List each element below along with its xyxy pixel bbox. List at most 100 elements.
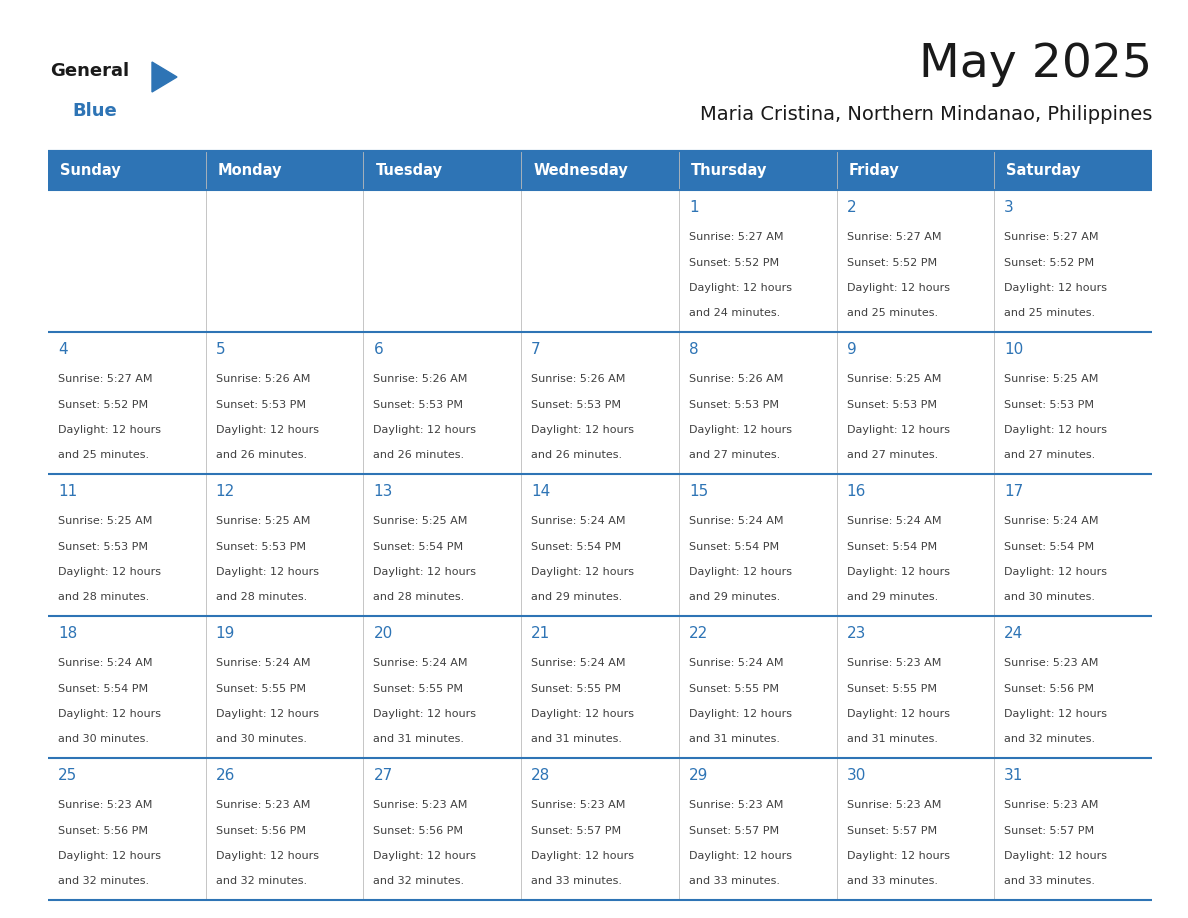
Bar — [836, 758, 994, 900]
Text: 22: 22 — [689, 626, 708, 641]
Bar — [364, 190, 522, 332]
Text: and 29 minutes.: and 29 minutes. — [847, 592, 937, 602]
Text: Maria Cristina, Northern Mindanao, Philippines: Maria Cristina, Northern Mindanao, Phili… — [700, 105, 1152, 124]
Text: 7: 7 — [531, 342, 541, 357]
Text: Daylight: 12 hours: Daylight: 12 hours — [58, 567, 162, 577]
Bar — [522, 190, 678, 332]
Text: Sunrise: 5:25 AM: Sunrise: 5:25 AM — [847, 374, 941, 384]
Text: Daylight: 12 hours: Daylight: 12 hours — [373, 709, 476, 719]
Text: 10: 10 — [1004, 342, 1024, 357]
Text: Sunrise: 5:27 AM: Sunrise: 5:27 AM — [1004, 232, 1099, 242]
Text: and 29 minutes.: and 29 minutes. — [531, 592, 623, 602]
Polygon shape — [152, 62, 177, 92]
Text: Sunrise: 5:24 AM: Sunrise: 5:24 AM — [689, 516, 783, 526]
Text: and 30 minutes.: and 30 minutes. — [58, 734, 148, 744]
Bar — [678, 152, 836, 190]
Text: Daylight: 12 hours: Daylight: 12 hours — [847, 851, 949, 861]
Text: Daylight: 12 hours: Daylight: 12 hours — [58, 425, 162, 435]
Text: Sunday: Sunday — [61, 163, 121, 178]
Bar — [522, 332, 678, 474]
Text: Sunset: 5:57 PM: Sunset: 5:57 PM — [531, 825, 621, 835]
Text: 15: 15 — [689, 484, 708, 499]
Text: Daylight: 12 hours: Daylight: 12 hours — [847, 709, 949, 719]
Text: Sunset: 5:54 PM: Sunset: 5:54 PM — [847, 542, 936, 552]
Text: Sunrise: 5:23 AM: Sunrise: 5:23 AM — [1004, 658, 1099, 668]
Text: Sunrise: 5:23 AM: Sunrise: 5:23 AM — [373, 800, 468, 810]
Text: 26: 26 — [216, 768, 235, 783]
Text: Daylight: 12 hours: Daylight: 12 hours — [847, 567, 949, 577]
Text: Daylight: 12 hours: Daylight: 12 hours — [531, 567, 634, 577]
Text: and 32 minutes.: and 32 minutes. — [1004, 734, 1095, 744]
Text: 1: 1 — [689, 200, 699, 215]
Text: Daylight: 12 hours: Daylight: 12 hours — [531, 709, 634, 719]
Bar — [678, 758, 836, 900]
Bar — [364, 474, 522, 616]
Bar — [994, 616, 1152, 758]
Text: and 31 minutes.: and 31 minutes. — [531, 734, 623, 744]
Bar — [994, 152, 1152, 190]
Text: Daylight: 12 hours: Daylight: 12 hours — [847, 425, 949, 435]
Text: Daylight: 12 hours: Daylight: 12 hours — [689, 567, 792, 577]
Text: and 25 minutes.: and 25 minutes. — [847, 308, 937, 319]
Text: Sunset: 5:54 PM: Sunset: 5:54 PM — [531, 542, 621, 552]
Text: Sunset: 5:52 PM: Sunset: 5:52 PM — [1004, 258, 1094, 267]
Bar — [48, 616, 206, 758]
Bar — [364, 758, 522, 900]
Text: Sunrise: 5:25 AM: Sunrise: 5:25 AM — [216, 516, 310, 526]
Text: 20: 20 — [373, 626, 393, 641]
Text: Daylight: 12 hours: Daylight: 12 hours — [1004, 851, 1107, 861]
Bar — [836, 190, 994, 332]
Bar — [48, 474, 206, 616]
Text: and 29 minutes.: and 29 minutes. — [689, 592, 781, 602]
Bar — [836, 332, 994, 474]
Text: Sunrise: 5:23 AM: Sunrise: 5:23 AM — [58, 800, 152, 810]
Text: 4: 4 — [58, 342, 68, 357]
Text: Sunset: 5:54 PM: Sunset: 5:54 PM — [373, 542, 463, 552]
Text: 19: 19 — [216, 626, 235, 641]
Text: 29: 29 — [689, 768, 708, 783]
Text: and 27 minutes.: and 27 minutes. — [1004, 451, 1095, 461]
Text: Sunset: 5:57 PM: Sunset: 5:57 PM — [1004, 825, 1094, 835]
Text: Sunset: 5:55 PM: Sunset: 5:55 PM — [689, 684, 779, 693]
Text: 21: 21 — [531, 626, 550, 641]
Text: and 31 minutes.: and 31 minutes. — [847, 734, 937, 744]
Text: 17: 17 — [1004, 484, 1024, 499]
Text: 24: 24 — [1004, 626, 1024, 641]
Text: Daylight: 12 hours: Daylight: 12 hours — [216, 425, 318, 435]
Bar — [364, 332, 522, 474]
Text: and 28 minutes.: and 28 minutes. — [373, 592, 465, 602]
Text: Sunset: 5:55 PM: Sunset: 5:55 PM — [847, 684, 936, 693]
Text: 9: 9 — [847, 342, 857, 357]
Text: Sunrise: 5:25 AM: Sunrise: 5:25 AM — [58, 516, 152, 526]
Text: and 26 minutes.: and 26 minutes. — [373, 451, 465, 461]
Text: Sunset: 5:53 PM: Sunset: 5:53 PM — [373, 399, 463, 409]
Text: and 33 minutes.: and 33 minutes. — [847, 877, 937, 887]
Bar — [836, 474, 994, 616]
Text: Sunset: 5:54 PM: Sunset: 5:54 PM — [1004, 542, 1094, 552]
Bar — [836, 616, 994, 758]
Text: Sunset: 5:52 PM: Sunset: 5:52 PM — [847, 258, 936, 267]
Text: and 26 minutes.: and 26 minutes. — [216, 451, 307, 461]
Text: Sunrise: 5:24 AM: Sunrise: 5:24 AM — [689, 658, 783, 668]
Text: Sunset: 5:53 PM: Sunset: 5:53 PM — [58, 542, 148, 552]
Text: Sunset: 5:56 PM: Sunset: 5:56 PM — [1004, 684, 1094, 693]
Text: Sunrise: 5:26 AM: Sunrise: 5:26 AM — [689, 374, 783, 384]
Text: Daylight: 12 hours: Daylight: 12 hours — [373, 851, 476, 861]
Text: Daylight: 12 hours: Daylight: 12 hours — [689, 851, 792, 861]
Bar — [364, 616, 522, 758]
Text: Daylight: 12 hours: Daylight: 12 hours — [689, 283, 792, 293]
Text: Daylight: 12 hours: Daylight: 12 hours — [689, 425, 792, 435]
Text: Sunrise: 5:23 AM: Sunrise: 5:23 AM — [1004, 800, 1099, 810]
Bar — [206, 190, 364, 332]
Bar — [364, 152, 522, 190]
Text: Sunrise: 5:27 AM: Sunrise: 5:27 AM — [689, 232, 783, 242]
Bar — [206, 474, 364, 616]
Text: Daylight: 12 hours: Daylight: 12 hours — [58, 709, 162, 719]
Text: Sunrise: 5:25 AM: Sunrise: 5:25 AM — [1004, 374, 1099, 384]
Text: Sunset: 5:56 PM: Sunset: 5:56 PM — [216, 825, 305, 835]
Text: and 28 minutes.: and 28 minutes. — [58, 592, 150, 602]
Text: and 24 minutes.: and 24 minutes. — [689, 308, 781, 319]
Text: Daylight: 12 hours: Daylight: 12 hours — [216, 851, 318, 861]
Text: Sunset: 5:54 PM: Sunset: 5:54 PM — [689, 542, 779, 552]
Text: Sunset: 5:55 PM: Sunset: 5:55 PM — [216, 684, 305, 693]
